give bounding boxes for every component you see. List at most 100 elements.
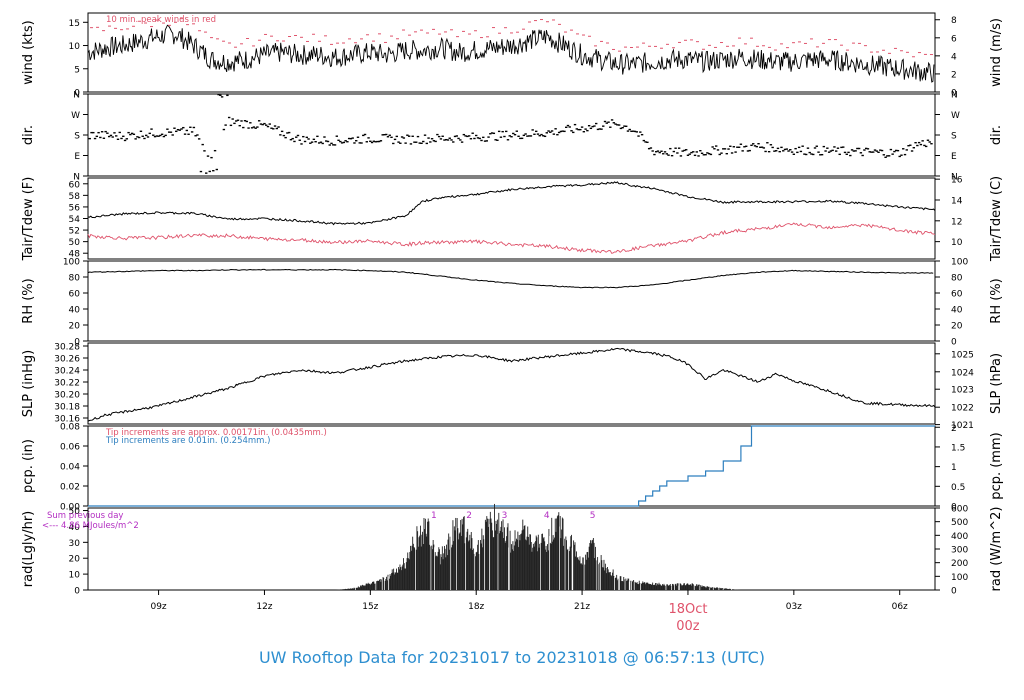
time-tick-label: 18z [468,602,484,612]
rad-marker-3: 3 [502,511,508,521]
temp-left-tick-label: 60 [69,180,81,190]
date-marker-time: 00z [676,619,700,634]
rh-left-tick-label: 80 [69,274,81,284]
pcp-right-tick-label: 2 [951,424,957,434]
pcp-left-tick-label: 0.00 [60,503,80,513]
dir-left-tick-label: W [71,111,80,121]
wind-left-tick-label: 10 [69,42,81,52]
slp-right-tick-label: 1023 [951,386,974,396]
pcp-note-tip: Tip increments are 0.01in. (0.254mm.) [105,436,270,446]
dir-right-tick-label: N [951,91,958,101]
rad-right-tick-label: 100 [951,573,968,583]
rad-right-tick-label: 400 [951,532,968,542]
temp-left-tick-label: 48 [69,250,81,260]
wind-left-tick-label: 15 [69,19,80,29]
rad-left-tick-label: 0 [74,587,80,597]
pcp-left-tick-label: 0.08 [60,423,80,433]
rad-right-tick-label: 300 [951,546,968,556]
temp-left-tick-label: 50 [69,238,81,248]
rad-marker-1: 1 [431,511,437,521]
slp-ylabel-right: SLP (hPa) [989,353,1004,414]
rh-right-tick-label: 40 [951,306,963,316]
slp-line [87,347,936,422]
time-tick-label: 12z [256,602,272,612]
temp-ylabel-right: Tair/Tdew (C) [989,176,1004,262]
temp-air-line [87,181,936,226]
rad-marker-2: 2 [466,511,472,521]
slp-right-tick-label: 1021 [951,421,974,431]
dir-right-tick-label: S [951,132,957,142]
dir-right-tick-label: E [951,152,957,162]
rad-left-tick-label: 20 [69,555,81,565]
slp-right-tick-label: 1025 [951,350,974,360]
wind-right-tick-label: 6 [951,34,957,44]
pcp-right-tick-label: 1 [951,463,957,473]
slp-left-tick-label: 30.22 [54,379,80,389]
rad-ylabel-right: rad (W/m^2) [989,507,1004,592]
temp-frame [87,177,936,260]
temp-right-tick-label: 16 [951,176,963,186]
time-tick-label: 15z [362,602,378,612]
dir-left-tick-label: N [73,173,80,183]
wind-left-tick-label: 5 [74,65,80,75]
dir-left-tick-label: S [74,132,80,142]
time-tick-label: 09z [150,602,166,612]
time-tick-label: 06z [892,602,908,612]
wind-right-tick-label: 8 [951,16,957,26]
slp-right-tick-label: 1022 [951,404,974,414]
pcp-left-tick-label: 0.04 [60,463,80,473]
rad-sum-label: Sum previous day [47,511,123,521]
temp-right-tick-label: 10 [951,238,963,248]
wind-right-tick-label: 2 [951,70,957,80]
wind-legend: 10 min. peak winds in red [106,15,216,25]
time-tick-label: 03z [786,602,802,612]
rh-left-tick-label: 20 [69,322,81,332]
temp-left-tick-label: 56 [69,203,81,213]
pcp-right-tick-label: 1.5 [951,443,965,453]
slp-right-tick-label: 1024 [951,368,974,378]
pcp-right-tick-label: 0.5 [951,483,965,493]
time-tick-label: 21z [574,602,590,612]
slp-left-tick-label: 30.26 [54,355,80,365]
rh-line [87,268,934,289]
slp-left-tick-label: 30.18 [54,403,80,413]
wind-series-line [87,24,935,83]
temp-ylabel-left: Tair/Tdew (F) [21,177,36,262]
rh-right-tick-label: 100 [951,258,968,268]
rad-marker-4: 4 [544,511,550,521]
pcp-ylabel-left: pcp. (in) [21,439,36,493]
rad-right-tick-label: 500 [951,518,968,528]
footer-title: UW Rooftop Data for 20231017 to 20231018… [258,648,766,667]
rh-frame [87,260,936,342]
slp-left-tick-label: 30.20 [54,391,80,401]
rh-right-tick-label: 60 [951,290,963,300]
rad-right-tick-label: 200 [951,559,968,569]
wind-right-tick-label: 0 [951,89,957,99]
temp-left-tick-label: 58 [69,192,81,202]
temp-right-tick-label: 12 [951,217,962,227]
pcp-left-tick-label: 0.02 [60,483,80,493]
wind-ylabel-left: wind (kts) [21,20,36,84]
wind-left-tick-label: 0 [74,89,80,99]
pcp-left-tick-label: 0.06 [60,443,80,453]
pcp-ylabel-right: pcp. (mm) [989,432,1004,499]
rad-marker-5: 5 [590,511,596,521]
dir-right-tick-label: W [951,111,960,121]
temp-left-tick-label: 52 [69,227,80,237]
rh-left-tick-label: 40 [69,306,81,316]
wind-right-tick-label: 4 [951,52,957,62]
dir-ylabel-right: dir. [989,125,1004,145]
dir-left-tick-label: E [74,152,80,162]
pcp-right-tick-label: 0 [951,503,957,513]
dir-ylabel-left: dir. [21,125,36,145]
rh-ylabel-right: RH (%) [989,278,1004,323]
date-marker-date: 18Oct [668,602,707,617]
rad-left-tick-label: 10 [69,571,81,581]
rh-right-tick-label: 0 [951,338,957,348]
slp-left-tick-label: 30.16 [54,415,80,425]
slp-frame [87,342,936,425]
rad-left-tick-label: 50 [69,507,81,517]
rad-sum-value: <--- 4.86 MJoules/m^2 [42,521,139,531]
rh-right-tick-label: 20 [951,322,963,332]
